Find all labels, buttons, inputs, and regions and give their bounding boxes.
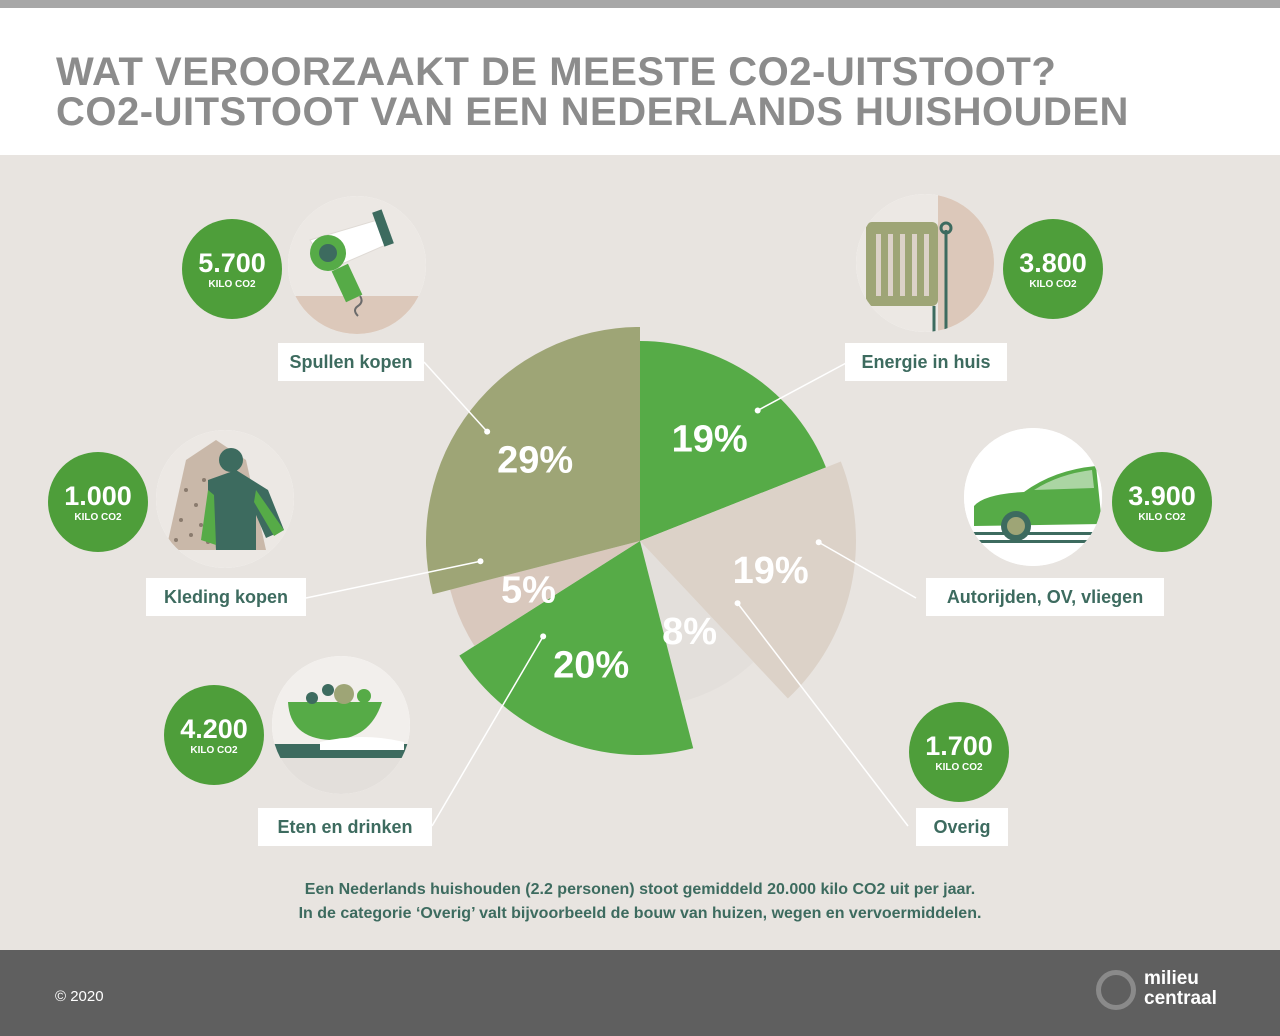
- salad-bowl-icon: [272, 656, 410, 794]
- milieu-centraal-logo-icon: [1096, 970, 1136, 1010]
- badge-energie-in-huis: 3.800 KILO CO2: [1003, 219, 1103, 319]
- connector-dot: [477, 558, 484, 565]
- top-rule: [0, 0, 1280, 8]
- slice-percent-label: 19%: [672, 418, 748, 460]
- badge-value: 1.000: [64, 480, 132, 511]
- connector-line: [736, 602, 909, 827]
- slice-percent-label: 19%: [733, 550, 809, 592]
- badge-unit: KILO CO2: [74, 511, 122, 523]
- category-label-autorijden: Autorijden, OV, vliegen: [926, 578, 1164, 616]
- connector-dot: [540, 633, 547, 640]
- badge-overig: 1.700 KILO CO2: [909, 702, 1009, 802]
- category-label-spullen-kopen: Spullen kopen: [278, 343, 424, 381]
- slice-percent-label: 5%: [501, 569, 556, 611]
- badge-eten-en-drinken: 4.200 KILO CO2: [164, 685, 264, 785]
- connector-line: [431, 635, 544, 827]
- connector-dot: [754, 407, 761, 414]
- badge-unit: KILO CO2: [1138, 511, 1186, 523]
- pie-slice: [459, 541, 694, 756]
- category-label-overig: Overig: [916, 808, 1008, 846]
- slice-percent-label: 20%: [553, 644, 629, 686]
- connector-line: [305, 560, 481, 599]
- logo-line-2: centraal: [1144, 988, 1217, 1009]
- pie-slice: [640, 541, 754, 702]
- car-icon: [964, 428, 1102, 566]
- slice-percent-label: 29%: [497, 440, 573, 482]
- badge-unit: KILO CO2: [190, 744, 238, 756]
- badge-kleding-kopen: 1.000 KILO CO2: [48, 452, 148, 552]
- hairdryer-icon: [288, 196, 426, 334]
- title-line-2: CO2-UITSTOOT VAN EEN NEDERLANDS HUISHOUD…: [56, 90, 1129, 134]
- pie-slice: [640, 341, 826, 541]
- badge-value: 3.800: [1019, 247, 1087, 278]
- badge-value: 1.700: [925, 730, 993, 761]
- pie-slice: [640, 461, 856, 699]
- badge-unit: KILO CO2: [208, 278, 256, 290]
- badge-value: 3.900: [1128, 480, 1196, 511]
- connector-line: [818, 541, 917, 599]
- connector-dot: [484, 428, 491, 435]
- copyright: © 2020: [55, 988, 104, 1005]
- milieu-centraal-logo: milieu centraal: [1144, 969, 1217, 1009]
- category-label-kleding-kopen: Kleding kopen: [146, 578, 306, 616]
- badge-unit: KILO CO2: [935, 761, 983, 773]
- footnote: Een Nederlands huishouden (2.2 personen)…: [0, 878, 1280, 926]
- connector-dot: [815, 539, 822, 546]
- badge-value: 4.200: [180, 713, 248, 744]
- pie-slice: [425, 326, 640, 595]
- category-label-eten-en-drinken: Eten en drinken: [258, 808, 432, 846]
- footer: © 2020 milieu centraal: [0, 950, 1280, 1036]
- badge-unit: KILO CO2: [1029, 278, 1077, 290]
- badge-autorijden: 3.900 KILO CO2: [1112, 452, 1212, 552]
- header: WAT VEROORZAAKT DE MEESTE CO2-UITSTOOT? …: [0, 8, 1280, 155]
- footnote-line-1: Een Nederlands huishouden (2.2 personen)…: [304, 881, 976, 898]
- radiator-icon: [856, 194, 994, 332]
- connector-dot: [734, 600, 741, 607]
- badge-value: 5.700: [198, 247, 266, 278]
- slice-percent-label: 8%: [662, 611, 717, 653]
- category-label-energie-in-huis: Energie in huis: [845, 343, 1007, 381]
- footnote-line-2: In de categorie ‘Overig’ valt bijvoorbee…: [298, 905, 982, 922]
- connector-line: [423, 361, 488, 433]
- title-line-1: WAT VEROORZAAKT DE MEESTE CO2-UITSTOOT?: [56, 50, 1057, 94]
- badge-spullen-kopen: 5.700 KILO CO2: [182, 219, 282, 319]
- logo-line-1: milieu: [1144, 968, 1199, 989]
- clothing-icon: [156, 430, 294, 568]
- pie-slice: [450, 541, 640, 647]
- connector-line: [757, 361, 849, 412]
